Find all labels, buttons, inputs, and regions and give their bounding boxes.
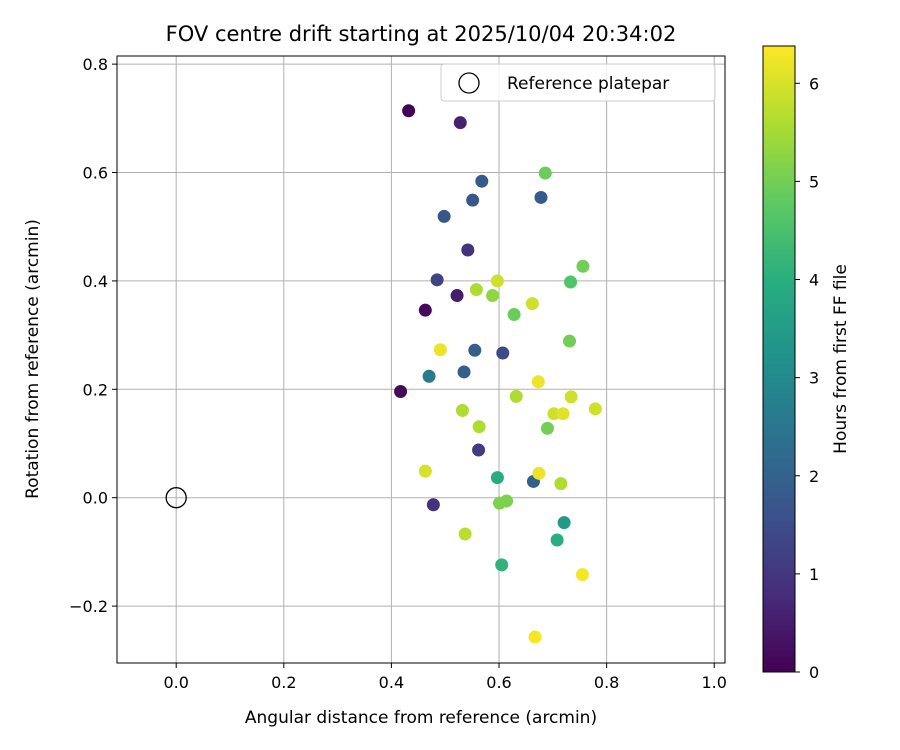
data-point xyxy=(426,498,440,512)
colorbar-label: Hours from first FF file xyxy=(831,264,851,454)
y-tick-label: −0.2 xyxy=(69,597,108,616)
colorbar-tick-label: 0 xyxy=(809,663,819,682)
data-points xyxy=(394,104,602,644)
data-point xyxy=(557,516,571,530)
data-point xyxy=(575,568,589,582)
data-point xyxy=(547,407,561,421)
legend: Reference platepar xyxy=(440,63,716,102)
data-point xyxy=(394,384,408,398)
data-point xyxy=(528,630,542,644)
colorbar xyxy=(763,46,795,672)
x-tick-label: 0.2 xyxy=(271,673,296,692)
data-point xyxy=(437,209,451,223)
y-axis-label: Rotation from reference (arcmin) xyxy=(23,219,43,499)
data-point xyxy=(472,443,486,457)
colorbar-tick-label: 5 xyxy=(809,172,819,191)
colorbar-frame xyxy=(762,45,796,673)
data-point xyxy=(540,421,554,435)
chart-title: FOV centre drift starting at 2025/10/04 … xyxy=(166,22,677,46)
data-point xyxy=(458,527,472,541)
x-tick-label: 1.0 xyxy=(702,673,727,692)
data-point xyxy=(461,243,475,257)
data-point xyxy=(554,477,568,491)
legend-label: Reference platepar xyxy=(507,74,669,94)
data-point xyxy=(418,303,432,317)
x-tick-label: 0.8 xyxy=(594,673,619,692)
data-point xyxy=(550,533,564,547)
y-tick-label: 0.2 xyxy=(83,380,108,399)
y-tick-label: 0.6 xyxy=(83,164,108,183)
data-point xyxy=(450,289,464,303)
data-point xyxy=(495,558,509,572)
data-point xyxy=(433,343,447,357)
data-point xyxy=(507,308,521,322)
data-point xyxy=(453,116,467,130)
data-point xyxy=(563,334,577,348)
y-tick-label: 0.8 xyxy=(83,55,108,74)
x-axis-label: Angular distance from reference (arcmin) xyxy=(245,708,597,728)
data-point xyxy=(534,190,548,204)
x-tick-label: 0.0 xyxy=(163,673,188,692)
y-axis-ticks: −0.2 0.0 0.2 0.4 0.6 0.8 xyxy=(69,55,117,616)
legend-marker-icon xyxy=(458,72,480,94)
x-tick-label: 0.4 xyxy=(379,673,404,692)
grid xyxy=(117,56,725,663)
x-axis-ticks: 0.0 0.2 0.4 0.6 0.8 1.0 xyxy=(163,663,727,692)
data-point xyxy=(588,402,602,416)
data-point xyxy=(469,283,483,297)
y-tick-label: 0.0 xyxy=(83,489,108,508)
data-point xyxy=(556,407,570,421)
legend-box xyxy=(440,63,716,102)
data-point xyxy=(490,274,504,288)
data-point xyxy=(422,369,436,383)
data-point xyxy=(538,166,552,180)
data-point xyxy=(496,346,510,360)
colorbar-tick-label: 6 xyxy=(809,74,819,93)
data-point xyxy=(531,375,545,389)
data-point xyxy=(576,259,590,273)
data-point xyxy=(466,193,480,207)
data-point xyxy=(490,471,504,485)
data-point xyxy=(509,389,523,403)
data-point xyxy=(455,403,469,417)
data-point xyxy=(532,466,546,480)
colorbar-tick-label: 4 xyxy=(809,271,819,290)
x-tick-label: 0.6 xyxy=(486,673,511,692)
data-point xyxy=(475,174,489,188)
data-point xyxy=(564,275,578,289)
data-point xyxy=(564,390,578,404)
data-point xyxy=(418,464,432,478)
data-point xyxy=(457,365,471,379)
y-tick-label: 0.4 xyxy=(83,272,108,291)
colorbar-tick-label: 3 xyxy=(809,369,819,388)
data-point xyxy=(402,104,416,118)
data-point xyxy=(500,494,514,508)
data-point xyxy=(472,420,486,434)
colorbar-ticks: 0 1 2 3 4 5 6 xyxy=(795,74,819,682)
data-point xyxy=(430,273,444,287)
data-point xyxy=(525,297,539,311)
colorbar-tick-label: 1 xyxy=(809,565,819,584)
reference-point-marker xyxy=(165,487,187,509)
colorbar-tick-label: 2 xyxy=(809,467,819,486)
data-point xyxy=(468,343,482,357)
plot-frame xyxy=(116,55,726,664)
data-point xyxy=(486,289,500,303)
